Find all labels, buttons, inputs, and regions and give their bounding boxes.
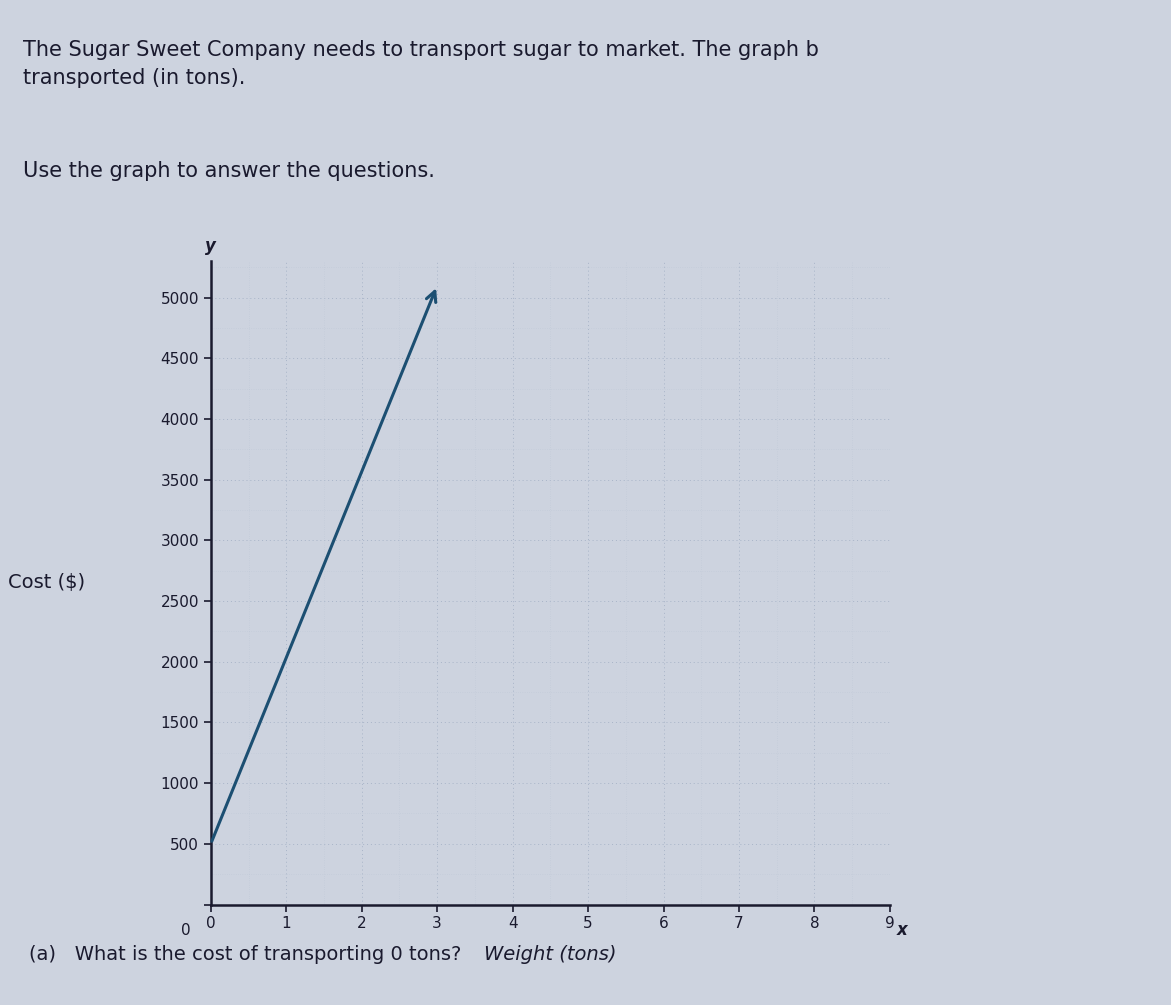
Text: x: x xyxy=(897,922,908,940)
Text: y: y xyxy=(205,237,217,255)
Text: Cost ($): Cost ($) xyxy=(8,574,85,592)
Text: The Sugar Sweet Company needs to transport sugar to market. The graph b
transpor: The Sugar Sweet Company needs to transpo… xyxy=(23,40,820,88)
X-axis label: Weight (tons): Weight (tons) xyxy=(484,945,617,964)
Text: Use the graph to answer the questions.: Use the graph to answer the questions. xyxy=(23,161,436,181)
Text: (a)   What is the cost of transporting 0 tons?: (a) What is the cost of transporting 0 t… xyxy=(29,946,461,964)
Text: 0: 0 xyxy=(180,923,191,938)
